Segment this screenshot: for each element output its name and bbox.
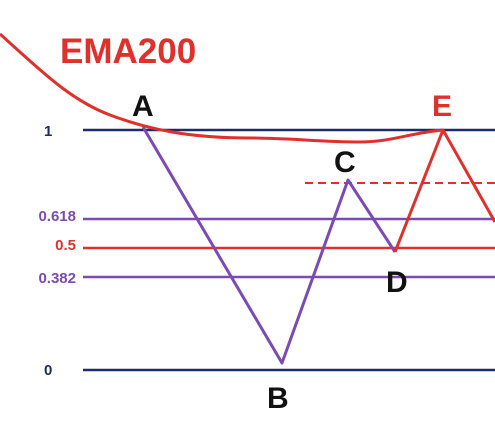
- point-a-label: A: [132, 90, 154, 123]
- level-0-label: 0: [44, 362, 52, 379]
- level-1-label: 1: [44, 123, 52, 140]
- point-c-label: C: [334, 146, 356, 179]
- ema200-title: EMA200: [60, 32, 196, 71]
- breakout-path: [393, 128, 495, 253]
- point-b-label: B: [267, 382, 289, 415]
- level-0382-label: 0.382: [38, 270, 76, 287]
- ema200-line: [0, 32, 444, 144]
- wave-path: [141, 126, 397, 365]
- level-0618-label: 0.618: [38, 208, 76, 225]
- level-05-label: 0.5: [55, 237, 76, 254]
- point-e-label: E: [432, 90, 452, 123]
- point-d-label: D: [386, 266, 408, 299]
